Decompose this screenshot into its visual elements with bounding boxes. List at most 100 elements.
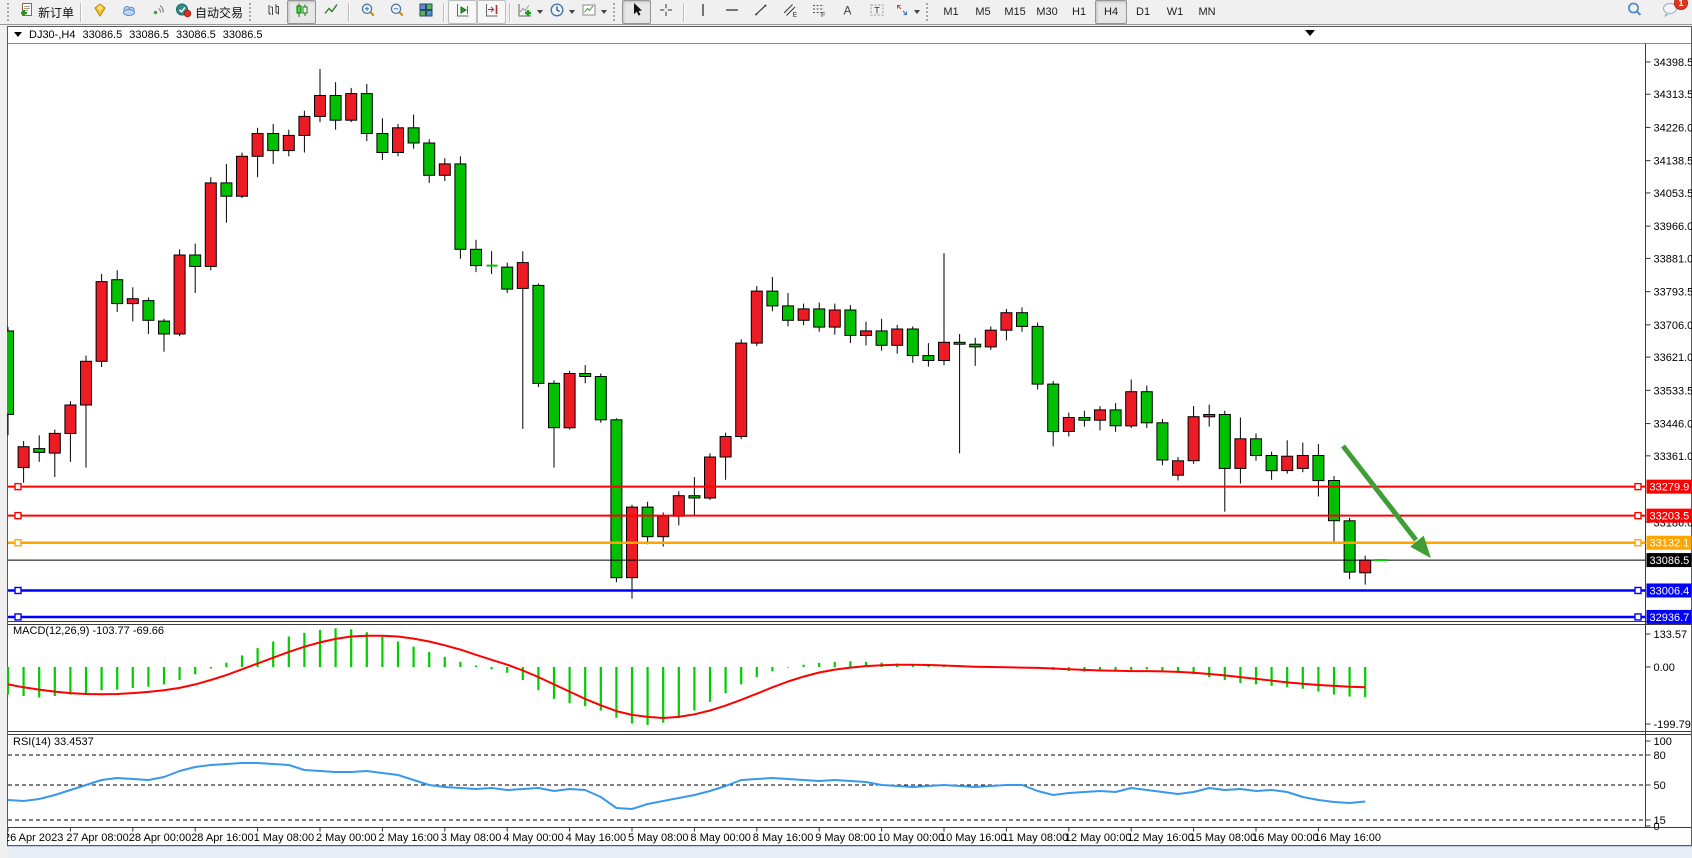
candle [1000,308,1013,341]
chart-shift-button[interactable] [477,0,507,24]
time-axis-label: 27 Apr 08:00 [66,832,128,844]
candle [1156,419,1169,466]
candle [345,87,358,123]
line-anchor-handle[interactable] [14,511,22,520]
line-chart-button[interactable] [316,0,345,24]
search-button[interactable] [1620,0,1649,24]
chevron-down-icon [601,10,608,14]
candle [407,114,420,149]
candle [782,293,794,327]
time-axis-label: 9 May 08:00 [815,832,876,844]
bar-chart-button[interactable] [258,0,287,24]
candle [766,277,779,312]
new-order-button[interactable]: 新订单 [16,0,77,24]
channel-button[interactable]: E [775,0,804,24]
toolbar-drag-handle[interactable] [249,3,255,21]
price-tick-label: 33706.0 [1654,320,1692,332]
text-label-button[interactable]: T [862,0,891,24]
timeframe-m1-button[interactable]: M1 [943,6,959,18]
zoom-out-button[interactable] [382,0,411,24]
chat-button[interactable]: 1 [1655,0,1688,24]
zoom-in-button[interactable] [353,0,382,24]
svg-text:T: T [874,5,880,15]
trendline-button[interactable] [746,0,775,24]
signals-button[interactable] [143,0,172,24]
time-axis-label: 11 May 08:00 [1002,832,1068,844]
horizontal-line-button[interactable] [717,0,746,24]
timeframe-d1-button[interactable]: D1 [1136,6,1151,18]
templates-button[interactable] [578,0,610,24]
time-axis-label: 12 May 00:00 [1065,832,1132,844]
vertical-line-button[interactable] [688,0,717,24]
fibonacci-button[interactable]: F [804,0,833,24]
line-anchor-handle[interactable] [14,482,22,491]
line-anchor-handle[interactable] [1634,511,1642,520]
line-anchor-handle[interactable] [1634,586,1642,595]
timeframe-m15-button[interactable]: M15 [1004,6,1026,18]
separator [80,2,83,22]
price-tick-label: 33533.5 [1654,385,1692,397]
trend-arrow-head[interactable] [1410,535,1431,559]
candle [626,504,638,599]
timeframe-h4-button[interactable]: H4 [1095,0,1128,24]
chart-corner-triangle-icon[interactable] [1305,30,1315,36]
line-anchor-handle[interactable] [1634,482,1642,491]
candle [1047,381,1060,447]
indicators-button[interactable] [514,0,546,24]
trend-arrow-annotation[interactable] [1341,444,1418,542]
price-line-label [1646,553,1692,568]
line-anchor-handle[interactable] [1634,613,1642,621]
candle [1343,517,1356,580]
candle [204,177,217,271]
candle [267,124,280,164]
gem-button[interactable] [85,0,114,24]
time-axis-label: 28 Apr 16:00 [191,832,253,844]
line-anchor-handle[interactable] [14,586,22,595]
candle [891,324,904,354]
price-tick-label: 34226.0 [1654,122,1692,134]
toolbar-drag-handle[interactable] [7,3,13,21]
crosshair-button[interactable] [651,0,680,24]
candle [314,69,326,123]
candle [719,432,732,480]
line-anchor-handle[interactable] [14,539,22,547]
tile-windows-button[interactable] [411,0,440,24]
candle [797,303,810,326]
candle [282,129,295,157]
toolbar-drag-handle[interactable] [926,3,932,21]
timeframe-h1-button[interactable]: H1 [1072,6,1087,18]
time-axis-label: 3 May 08:00 [441,832,502,844]
candle [704,453,716,500]
price-tick-label: 33621.0 [1654,352,1692,364]
periods-button[interactable] [546,0,578,24]
timeframe-w1-button[interactable]: W1 [1166,6,1184,18]
svg-text:E: E [792,12,797,18]
timeframe-m5-button[interactable]: M5 [975,6,991,18]
rsi-scale-label: 100 [1654,736,1672,748]
candle [532,283,545,388]
line-anchor-handle[interactable] [14,613,22,621]
rsi-scale-label: 80 [1654,750,1666,762]
line-anchor-handle[interactable] [1634,539,1642,547]
cursor-button[interactable] [622,0,652,24]
price-line-label-text: 33203.5 [1650,511,1690,523]
candle [828,303,841,335]
community-button[interactable] [114,0,143,24]
candlestick-chart-button[interactable] [287,0,317,24]
arrows-button[interactable] [891,0,923,24]
time-axis-label: 2 May 00:00 [316,832,377,844]
candle [392,124,404,157]
bar-chart-icon [265,2,281,23]
collapse-triangle-icon[interactable] [14,32,22,37]
auto-scroll-button[interactable] [448,0,478,24]
line-chart-icon [323,2,339,23]
timeframe-mn-button[interactable]: MN [1198,6,1216,18]
candle [360,84,373,142]
timeframe-m30-button[interactable]: M30 [1036,6,1058,18]
price-line-label [1646,479,1692,494]
toolbar-drag-handle[interactable] [613,3,619,21]
text-button[interactable]: A [833,0,862,24]
text-label-icon: T [869,2,885,23]
autotrading-button[interactable]: 自动交易 [172,0,246,24]
price-tick-label: 34313.5 [1654,89,1692,101]
